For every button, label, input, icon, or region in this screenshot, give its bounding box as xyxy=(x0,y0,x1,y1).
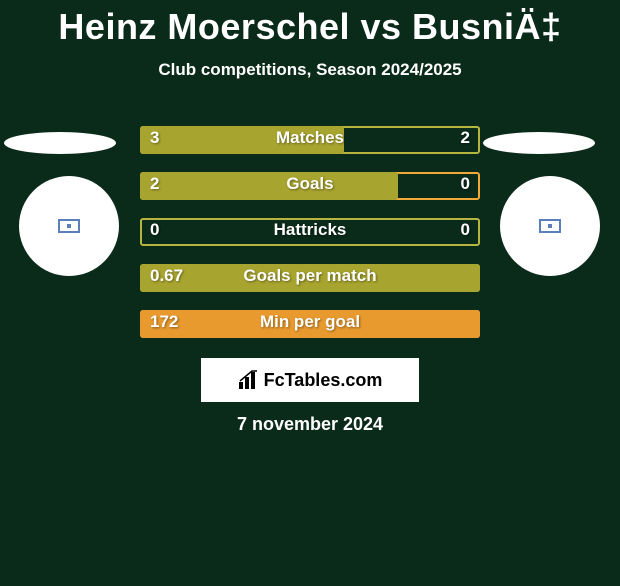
stat-row: 20Goals xyxy=(0,162,620,208)
bars-icon xyxy=(238,370,260,390)
stat-row: 0.67Goals per match xyxy=(0,254,620,300)
logo-text: FcTables.com xyxy=(264,370,383,391)
snapshot-date: 7 november 2024 xyxy=(0,414,620,435)
comparison-title: Heinz Moerschel vs BusniÄ‡ xyxy=(0,6,620,48)
stat-label: Matches xyxy=(140,128,480,148)
stat-label: Hattricks xyxy=(140,220,480,240)
stat-row: 172Min per goal xyxy=(0,300,620,346)
comparison-subtitle: Club competitions, Season 2024/2025 xyxy=(0,60,620,80)
stat-row: 32Matches xyxy=(0,116,620,162)
stat-label: Goals per match xyxy=(140,266,480,286)
stat-label: Min per goal xyxy=(140,312,480,332)
stat-label: Goals xyxy=(140,174,480,194)
stat-row: 00Hattricks xyxy=(0,208,620,254)
fctables-logo: FcTables.com xyxy=(201,358,419,402)
stats-area: 32Matches20Goals00Hattricks0.67Goals per… xyxy=(0,116,620,346)
